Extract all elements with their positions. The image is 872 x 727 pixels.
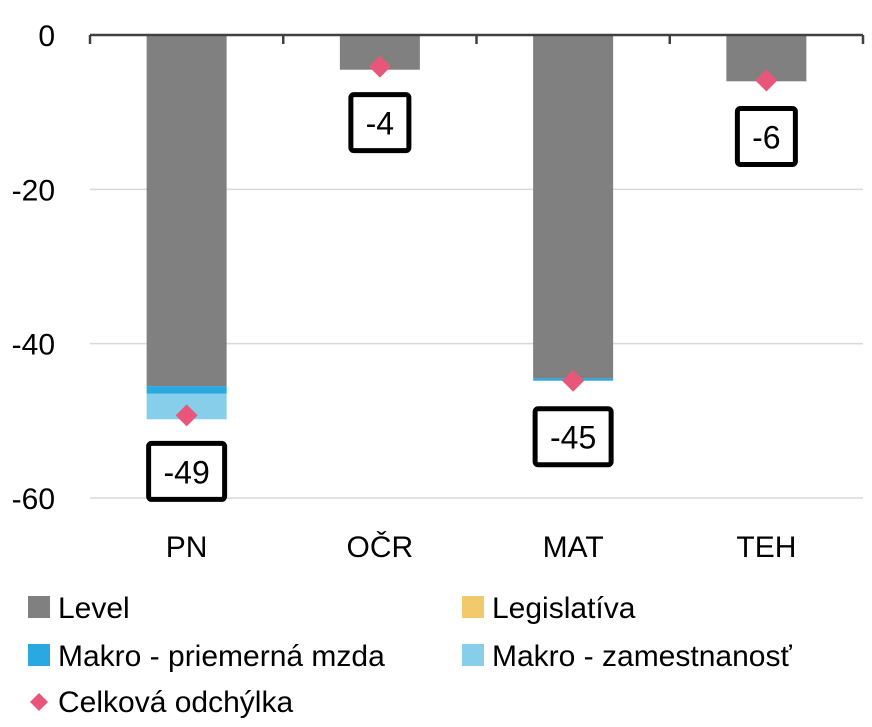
legend-swatch	[462, 644, 484, 666]
data-label: -4	[366, 106, 394, 142]
legend-label: Makro - zamestnanosť	[492, 640, 792, 673]
data-label-box	[348, 92, 412, 154]
bar-segment	[533, 35, 614, 379]
y-tick-label: 0	[38, 20, 55, 53]
total-marker	[175, 404, 198, 427]
legend-label: Makro - priemerná mzda	[58, 640, 385, 673]
y-tick-label: -20	[12, 174, 55, 207]
data-label-box	[146, 440, 228, 502]
legend-swatch	[28, 596, 50, 618]
bars	[146, 35, 807, 420]
data-labels: -49 -4 -45 -6	[146, 92, 798, 502]
legend: Level Legislatíva Makro - priemerná mzda Ma…	[28, 592, 792, 719]
y-tick-label: -60	[12, 483, 55, 516]
axes: 0 -20 -40 -60 PN OČR MAT TEH	[12, 20, 865, 564]
data-label-box	[734, 106, 798, 168]
data-label: -45	[550, 420, 596, 456]
legend-label: Level	[58, 592, 130, 625]
legend-label: Celková odchýlka	[58, 686, 293, 719]
legend-swatch	[30, 693, 48, 711]
x-tick-label: PN	[166, 531, 208, 564]
data-label: -49	[164, 454, 210, 490]
legend-swatch	[462, 596, 484, 618]
legend-label: Legislatíva	[492, 592, 636, 625]
x-tick-label: OČR	[347, 530, 414, 564]
x-tick-label: MAT	[543, 531, 604, 564]
legend-swatch	[28, 644, 50, 666]
data-label: -6	[752, 120, 780, 156]
x-tick-label: TEH	[736, 531, 796, 564]
y-tick-label: -40	[12, 329, 55, 362]
total-marker	[755, 69, 778, 92]
bar-segment	[146, 35, 227, 387]
bar-segment	[146, 386, 227, 394]
total-marker	[368, 55, 391, 78]
total-marker	[562, 369, 585, 392]
total-markers	[175, 55, 778, 427]
data-label-box	[532, 406, 614, 468]
